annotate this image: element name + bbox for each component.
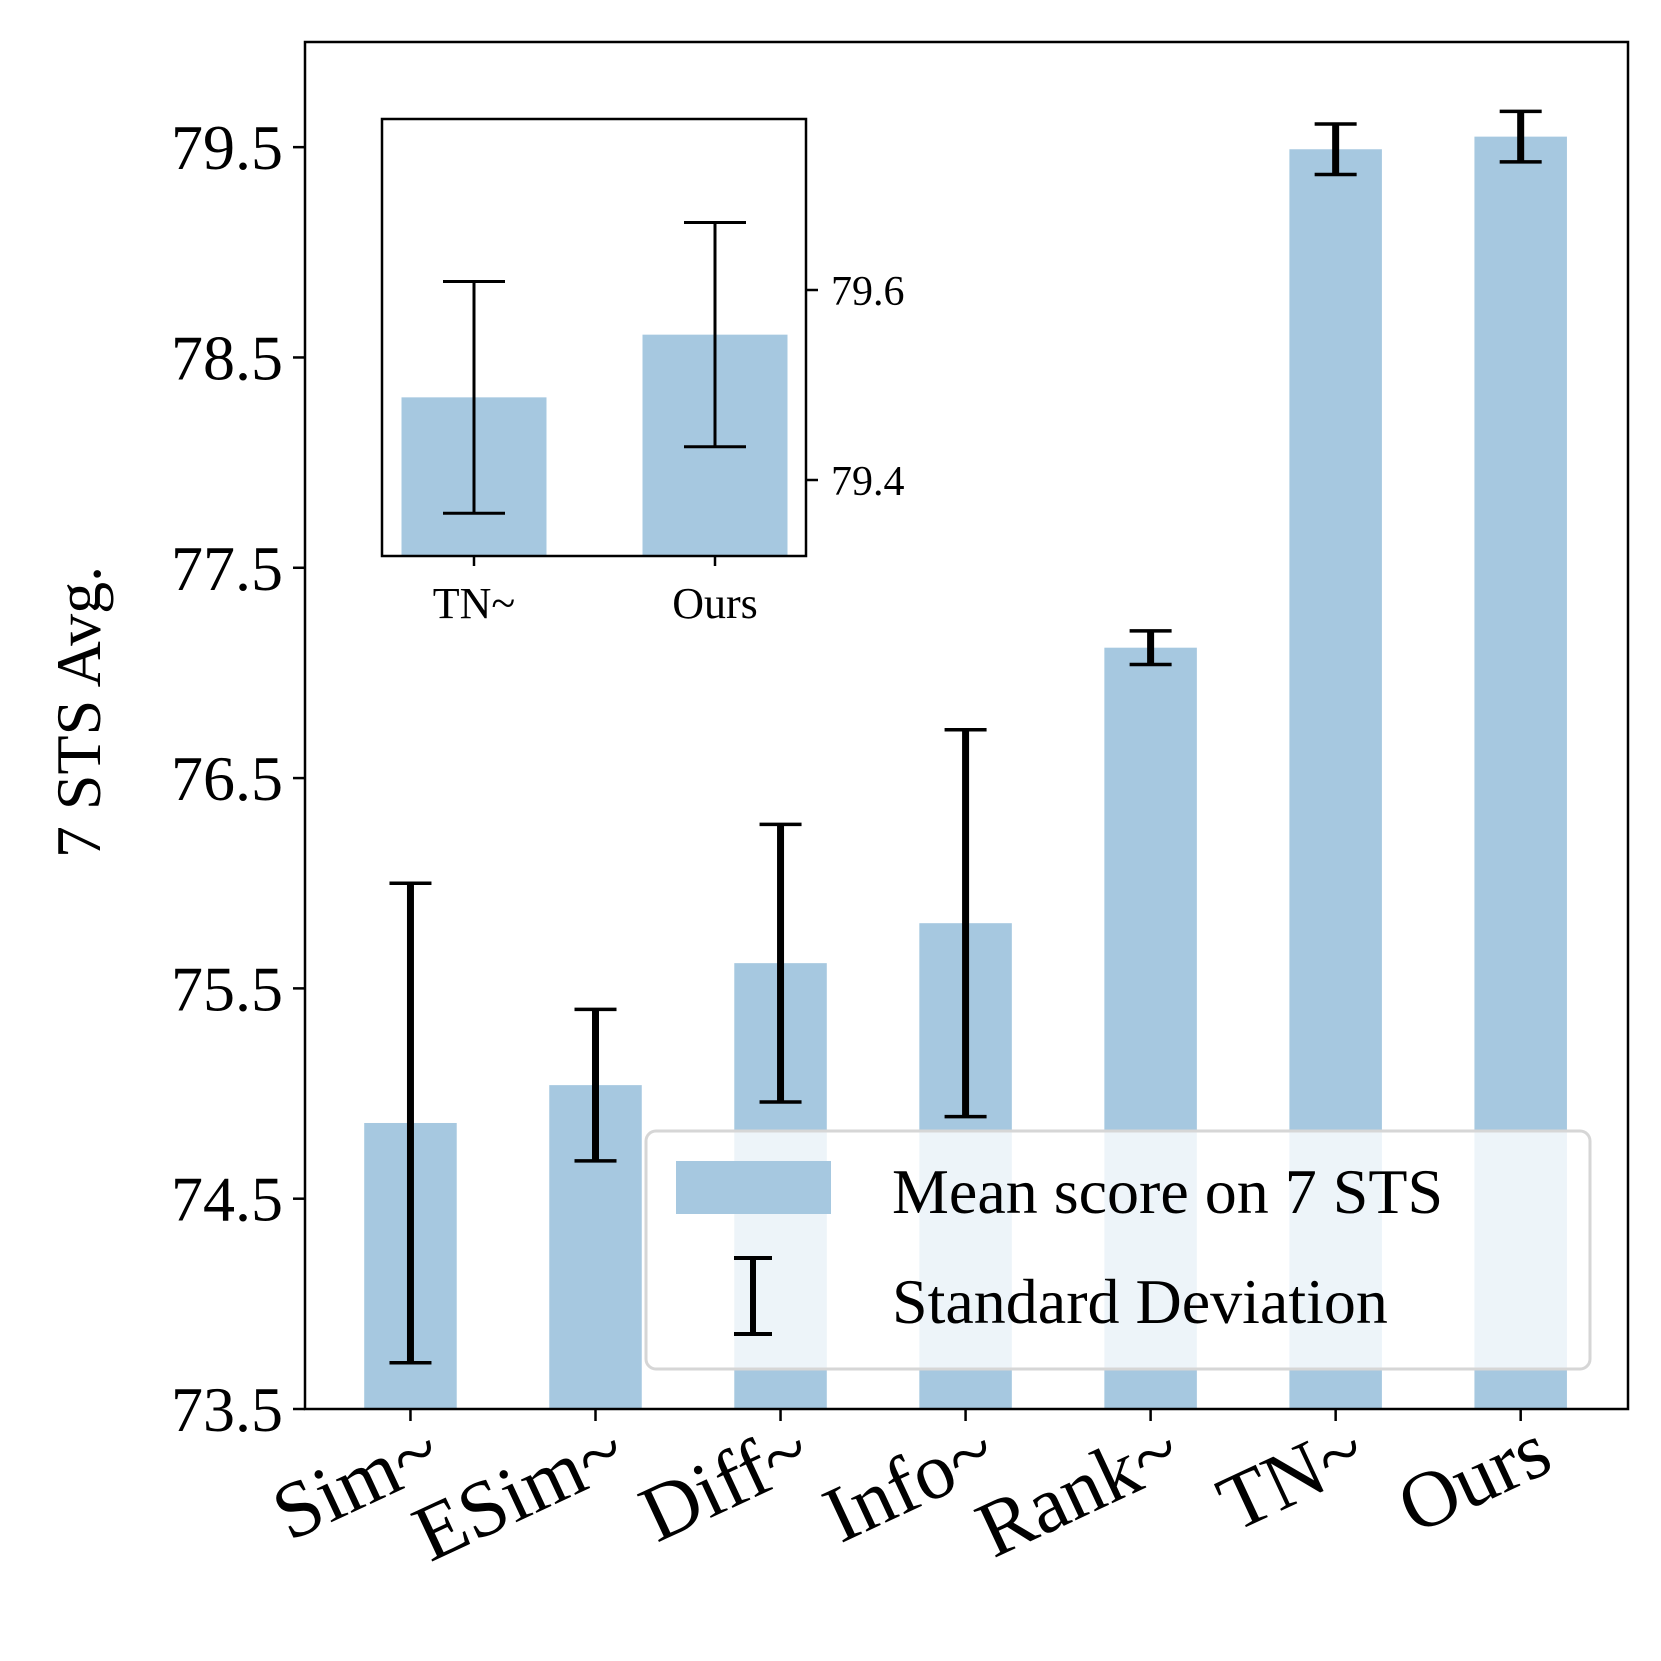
x-tick-label: Rank~ [964,1406,1193,1575]
inset-y-axis: 79.4 79.6 [806,269,905,505]
x-tick-label: ESim~ [401,1406,639,1579]
y-tick-label: 73.5 [171,1374,283,1445]
error-bar [389,881,432,1365]
error-bar [574,1007,617,1163]
error-bar [759,822,802,1104]
y-tick-label: 79.5 [171,112,283,183]
legend-bar-swatch [676,1161,831,1214]
inset-x-tick-label: Ours [672,579,758,628]
x-tick-label: Ours [1385,1406,1563,1551]
legend: Mean score on 7 STS Standard Deviation [644,1129,1592,1371]
x-tick-label: Diff~ [627,1406,823,1560]
inset-frame [380,117,808,558]
inset-error-bar [684,221,746,449]
inset-errorbars [443,221,746,515]
x-tick-label: TN~ [1205,1406,1378,1549]
y-tick-label: 75.5 [171,953,283,1024]
y-tick-label: 76.5 [171,743,283,814]
legend-label-std: Standard Deviation [892,1266,1388,1337]
inset-y-tick-label: 79.4 [831,459,905,505]
legend-errorbar-marker [734,1256,772,1336]
x-axis: Sim~ESim~Diff~Info~Rank~ TN~ Ours [260,1406,1563,1579]
legend-label-mean: Mean score on 7 STS [892,1156,1443,1227]
error-bar [1499,109,1542,164]
x-tick-label: Info~ [811,1406,1008,1560]
y-axis: 73.5 74.5 75.5 76.5 77.5 78.5 79.5 [171,112,305,1445]
inset-x-tick-label: TN~ [433,579,515,628]
inset-plot: 79.4 79.6 TN~ Ours [380,117,905,628]
y-tick-label: 74.5 [171,1164,283,1235]
error-bar [1314,122,1357,177]
y-tick-label: 78.5 [171,322,283,393]
inset-x-axis: TN~ Ours [433,556,758,628]
inset-y-tick-label: 79.6 [831,269,905,315]
error-bar [1129,629,1172,667]
y-axis-label: 7 STS Avg. [43,566,114,858]
y-tick-label: 77.5 [171,533,283,604]
error-bar [944,727,987,1119]
main-errorbars [389,109,1542,1365]
inset-error-bar [443,279,505,515]
legend-box [644,1129,1592,1371]
